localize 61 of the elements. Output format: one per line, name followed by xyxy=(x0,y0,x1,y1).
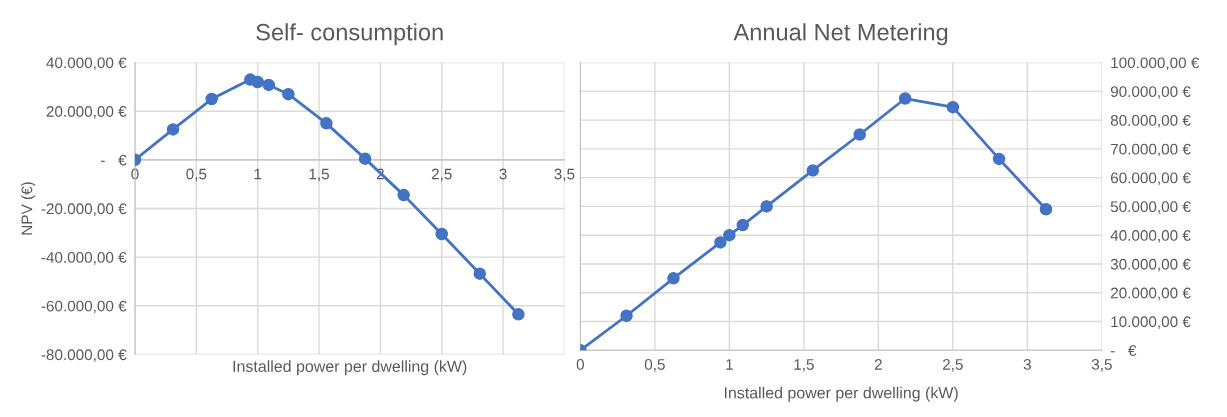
point xyxy=(262,78,275,92)
point xyxy=(435,227,448,241)
point xyxy=(620,309,633,323)
chart-title: Annual Net Metering xyxy=(733,23,948,46)
x-tick-label: 0,5 xyxy=(186,168,207,182)
y-tick-label: -60.000,00 € xyxy=(41,300,127,314)
point xyxy=(473,267,487,280)
x-tick-label: 0 xyxy=(576,359,585,370)
x-tick-label: 3,5 xyxy=(554,168,575,182)
y2-tick-label: 100.000,00 € xyxy=(1111,57,1200,71)
x-tick-label: 1,5 xyxy=(794,359,814,372)
y2-tick-label: 30.000,00 € xyxy=(1110,258,1191,272)
x-tick-label: 3 xyxy=(1023,359,1031,370)
y-tick-label: -20.000,00 € xyxy=(41,203,127,216)
x-tick-label: 3,5 xyxy=(1091,359,1112,372)
y-tick-label: 20.000,00 € xyxy=(46,106,127,119)
point xyxy=(1039,203,1053,216)
y2-tick-label: 40.000,00 € xyxy=(1110,230,1191,243)
y2-tick-label: - € xyxy=(1110,345,1137,356)
x-axis-title: Installed power per dwelling (kW) xyxy=(233,360,467,376)
x-tick-label: 1,5 xyxy=(309,168,329,182)
y-tick-label: -80.000,00 € xyxy=(41,349,127,362)
y-tick-label: -40.000,00 € xyxy=(41,252,127,265)
x-axis-title: Installed power per dwelling (kW) xyxy=(724,386,958,402)
point xyxy=(760,200,773,213)
x-tick-label: 3 xyxy=(499,168,507,180)
y2-tick-label: 10.000,00 € xyxy=(1111,316,1191,329)
y2-tick-label: 50.000,00 € xyxy=(1110,201,1191,214)
x-tick-label: 1 xyxy=(726,359,733,370)
point xyxy=(358,152,372,165)
y2-tick-label: 80.000,00 € xyxy=(1110,114,1191,128)
point xyxy=(723,228,736,242)
point xyxy=(512,308,525,321)
point xyxy=(251,75,264,89)
chart-title: Self- consumption xyxy=(256,23,443,46)
point xyxy=(205,92,218,106)
x-tick-label: 2 xyxy=(874,359,882,370)
x-tick-label: 0,5 xyxy=(644,359,665,372)
point xyxy=(166,123,180,136)
x-tick-label: 2,5 xyxy=(943,359,963,372)
y2-tick-label: 90.000,00 € xyxy=(1110,86,1191,99)
point xyxy=(397,188,410,202)
y2-tick-label: 70.000,00 € xyxy=(1110,143,1191,157)
y2-tick-label: 60.000,00 € xyxy=(1110,172,1191,186)
point xyxy=(320,117,333,130)
y2-tick-label: 20.000,00 € xyxy=(1110,287,1191,301)
point xyxy=(946,100,960,114)
point xyxy=(898,92,912,105)
y-axis-title: NPV (€) xyxy=(21,182,36,235)
point xyxy=(714,236,727,249)
x-tick-label: 1 xyxy=(254,168,262,180)
y-tick-label: - € xyxy=(101,154,127,166)
point xyxy=(806,164,820,177)
y-tick-label: 40.000,00 € xyxy=(46,57,127,71)
point xyxy=(667,272,680,285)
point xyxy=(992,152,1006,166)
point xyxy=(282,87,295,101)
point xyxy=(853,128,866,141)
x-tick-label: 0 xyxy=(131,168,139,180)
point xyxy=(736,218,750,232)
x-tick-label: 2,5 xyxy=(431,168,452,182)
